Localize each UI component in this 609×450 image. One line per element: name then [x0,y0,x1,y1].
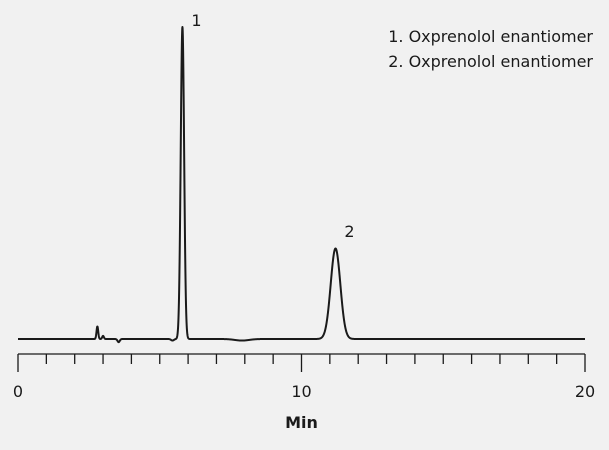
chromatogram-trace [17,26,586,344]
legend-entry-1: 1. Oxprenolol enantiomer [388,27,593,46]
x-axis-tick-labels: 0 10 20 [13,382,595,401]
legend: 1. Oxprenolol enantiomer 2. Oxprenolol e… [388,27,593,71]
peak-label-1: 1 [191,11,201,30]
legend-entry-2: 2. Oxprenolol enantiomer [388,52,593,71]
peak-label-2: 2 [344,222,354,241]
x-tick-label: 10 [291,382,311,401]
x-tick-label: 0 [13,382,23,401]
x-axis-title: Min [285,413,318,432]
x-axis-ticks [17,354,586,372]
x-tick-label: 20 [575,382,595,401]
